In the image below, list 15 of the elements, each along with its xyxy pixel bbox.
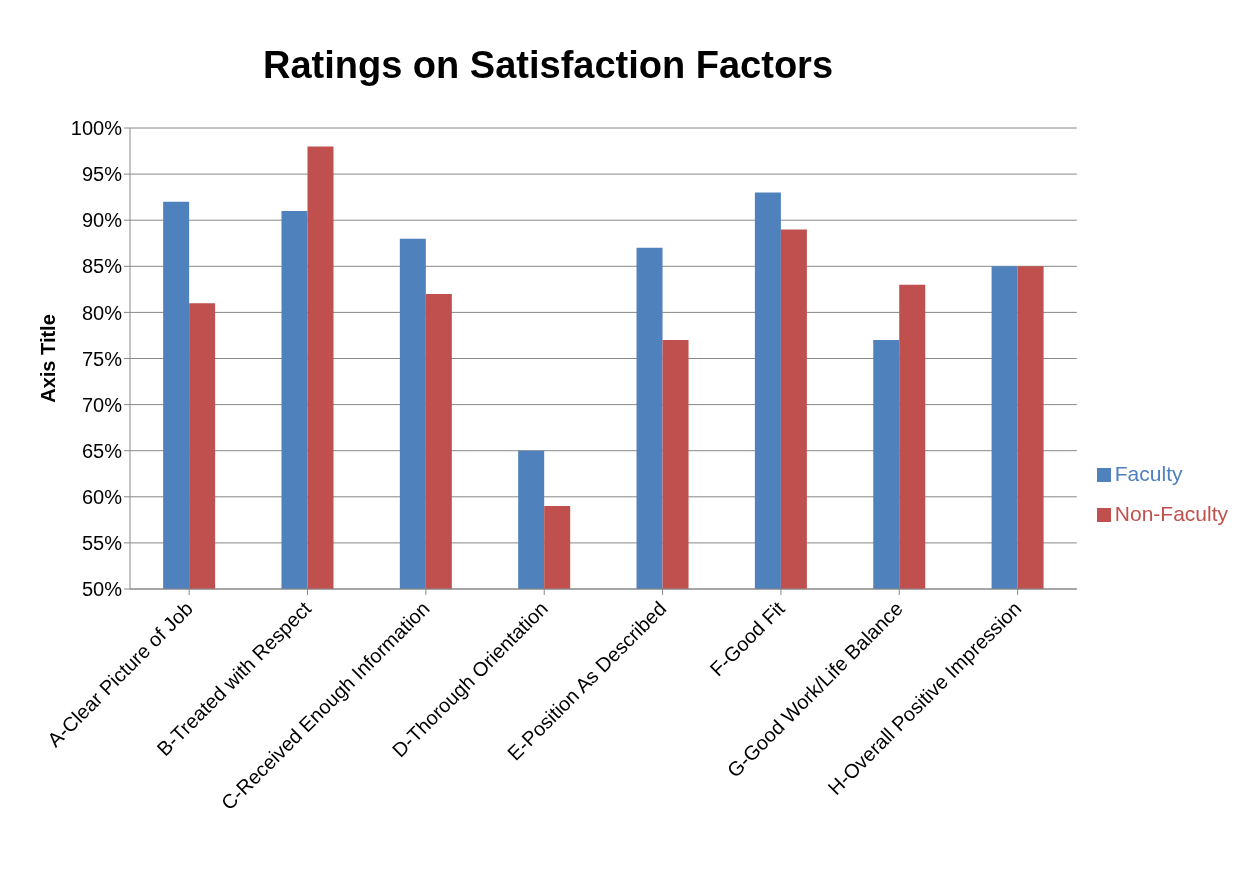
y-tick-label: 55% [81, 532, 123, 554]
y-tick-label: 85% [81, 255, 123, 278]
legend-label: Non-Faculty [1114, 501, 1228, 525]
y-tick-label: 90% [81, 209, 123, 232]
y-tick-label: 60% [81, 485, 123, 508]
chart-title: Ratings on Satisfaction Factors [261, 43, 835, 88]
y-tick-label: 65% [81, 439, 123, 462]
y-tick-label: 50% [81, 578, 123, 601]
y-tick-label: 80% [81, 301, 123, 324]
legend-label: Faculty [1114, 461, 1183, 485]
y-tick-label: 95% [81, 163, 123, 186]
y-tick-label: 100% [70, 117, 123, 140]
y-tick-label: 70% [81, 393, 123, 416]
y-axis-title: Axis Title [37, 314, 60, 403]
y-tick-label: 75% [81, 347, 123, 370]
